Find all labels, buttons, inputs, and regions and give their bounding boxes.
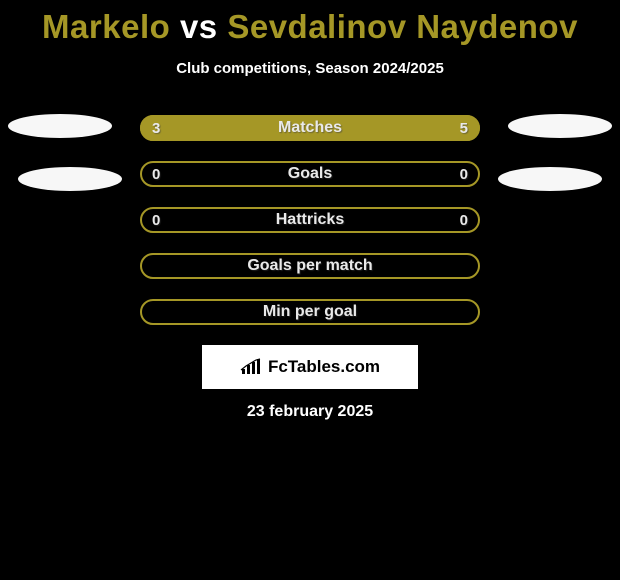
branding-text: FcTables.com — [268, 357, 380, 377]
stat-bar-track — [140, 253, 480, 279]
branding-badge: FcTables.com — [202, 345, 418, 389]
player1-badge-placeholder-2 — [18, 167, 122, 191]
date-stamp: 23 february 2025 — [0, 403, 620, 421]
player1-badge-placeholder-1 — [8, 114, 112, 138]
vs-separator: vs — [180, 8, 218, 45]
stat-bar-track — [140, 207, 480, 233]
bar-chart-icon — [240, 358, 262, 376]
subtitle: Club competitions, Season 2024/2025 — [0, 60, 620, 77]
player2-badge-placeholder-2 — [498, 167, 602, 191]
stat-bar-track — [140, 161, 480, 187]
stat-row: Hattricks00 — [140, 207, 480, 233]
stat-bar-track — [140, 299, 480, 325]
stat-row: Goals00 — [140, 161, 480, 187]
player1-name: Markelo — [42, 8, 170, 45]
player2-badge-placeholder-1 — [508, 114, 612, 138]
stats-area: Matches35 Goals00 Hattricks00 Goals per mat… — [0, 115, 620, 325]
comparison-infographic: Markelo vs Sevdalinov Naydenov Club comp… — [0, 0, 620, 580]
stat-bar-track — [140, 115, 480, 141]
stat-row: Min per goal — [140, 299, 480, 325]
stat-bar-fill-left — [140, 115, 268, 141]
stat-row: Matches35 — [140, 115, 480, 141]
player2-name: Sevdalinov Naydenov — [227, 8, 578, 45]
stat-bar-fill-right — [268, 115, 481, 141]
page-title: Markelo vs Sevdalinov Naydenov — [0, 0, 620, 46]
stat-row: Goals per match — [140, 253, 480, 279]
